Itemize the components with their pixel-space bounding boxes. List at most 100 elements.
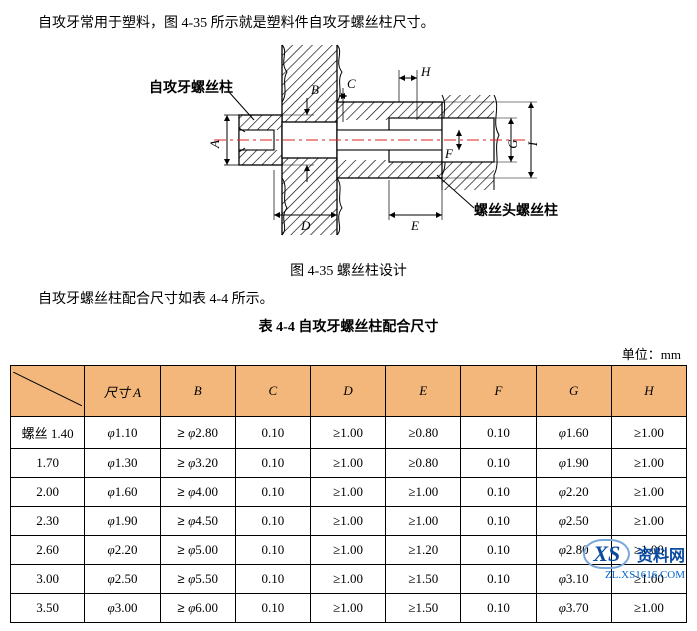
table-cell: ≥ φ3.20 xyxy=(160,449,235,478)
table-cell: 0.10 xyxy=(235,449,310,478)
table-row: 2.60φ2.20≥ φ5.000.10≥1.00≥1.200.10φ2.80≥… xyxy=(11,536,687,565)
table-cell: ≥1.50 xyxy=(386,565,461,594)
table-cell: ≥ φ5.00 xyxy=(160,536,235,565)
intro-paragraph: 自攻牙常用于塑料，图 4-35 所示就是塑料件自攻牙螺丝柱尺寸。 xyxy=(10,12,687,32)
diagonal-icon xyxy=(13,372,82,406)
th-B: B xyxy=(160,366,235,417)
table-cell: 0.10 xyxy=(235,594,310,623)
header-corner xyxy=(11,366,85,417)
table-cell: ≥ φ4.50 xyxy=(160,507,235,536)
table-cell: 0.10 xyxy=(461,594,536,623)
table-row: 3.00φ2.50≥ φ5.500.10≥1.00≥1.500.10φ3.10≥… xyxy=(11,565,687,594)
table-cell: φ1.10 xyxy=(85,417,160,449)
table-cell: φ1.90 xyxy=(536,449,611,478)
table-cell: 0.10 xyxy=(235,478,310,507)
table-cell: ≥1.00 xyxy=(310,565,385,594)
para-table-ref: 自攻牙螺丝柱配合尺寸如表 4-4 所示。 xyxy=(10,288,687,308)
table-cell: 0.10 xyxy=(461,417,536,449)
th-C: C xyxy=(235,366,310,417)
dim-label-A: A xyxy=(207,140,222,149)
dim-label-D: D xyxy=(300,218,311,233)
table-cell: 0.10 xyxy=(461,478,536,507)
table-row: 3.50φ3.00≥ φ6.000.10≥1.00≥1.500.10φ3.70≥… xyxy=(11,594,687,623)
table-row: 1.70φ1.30≥ φ3.200.10≥1.00≥0.800.10φ1.90≥… xyxy=(11,449,687,478)
row-label: 2.30 xyxy=(11,507,85,536)
th-G: G xyxy=(536,366,611,417)
dim-label-H: H xyxy=(420,64,431,79)
label-right-boss: 螺丝头螺丝柱 xyxy=(474,202,558,219)
table-cell: ≥ φ2.80 xyxy=(160,417,235,449)
table-cell: ≥1.00 xyxy=(611,594,686,623)
row-label: 螺丝 1.40 xyxy=(11,417,85,449)
unit-label: 单位：mm xyxy=(10,344,681,363)
table-cell: 0.10 xyxy=(235,507,310,536)
table-cell: φ1.30 xyxy=(85,449,160,478)
table-cell: ≥1.20 xyxy=(386,536,461,565)
table-cell: φ2.80 xyxy=(536,536,611,565)
table-cell: ≥ φ4.00 xyxy=(160,478,235,507)
table-cell: ≥1.00 xyxy=(310,507,385,536)
figure-caption: 图 4-35 螺丝柱设计 xyxy=(10,260,687,280)
table-cell: φ1.60 xyxy=(85,478,160,507)
table-cell: ≥1.00 xyxy=(611,478,686,507)
table-cell: ≥1.00 xyxy=(310,417,385,449)
table-cell: ≥1.00 xyxy=(310,478,385,507)
table-cell: ≥1.00 xyxy=(386,478,461,507)
dimension-table: 尺寸 A B C D E F G H 螺丝 1.40φ1.10≥ φ2.800.… xyxy=(10,365,687,623)
table-cell: φ2.20 xyxy=(536,478,611,507)
table-cell: ≥1.00 xyxy=(611,449,686,478)
dim-label-B: B xyxy=(311,82,319,97)
row-label: 1.70 xyxy=(11,449,85,478)
table-cell: ≥1.00 xyxy=(310,536,385,565)
table-cell: ≥1.00 xyxy=(386,507,461,536)
table-cell: ≥ φ6.00 xyxy=(160,594,235,623)
label-left-boss: 自攻牙螺丝柱 xyxy=(149,79,233,96)
table-cell: ≥1.50 xyxy=(386,594,461,623)
table-cell: φ3.70 xyxy=(536,594,611,623)
table-cell: 0.10 xyxy=(235,536,310,565)
table-cell: ≥1.00 xyxy=(310,449,385,478)
th-A: 尺寸 A xyxy=(85,366,160,417)
table-cell: φ3.00 xyxy=(85,594,160,623)
th-E: E xyxy=(386,366,461,417)
table-cell: ≥0.80 xyxy=(386,417,461,449)
table-cell: φ2.50 xyxy=(85,565,160,594)
table-cell: ≥1.00 xyxy=(611,507,686,536)
dim-label-C: C xyxy=(347,76,356,91)
table-cell: ≥ φ5.50 xyxy=(160,565,235,594)
table-header-row: 尺寸 A B C D E F G H xyxy=(11,366,687,417)
table-cell: 0.10 xyxy=(461,536,536,565)
table-cell: 0.10 xyxy=(461,565,536,594)
table-cell: φ1.60 xyxy=(536,417,611,449)
table-cell: 0.10 xyxy=(461,449,536,478)
th-D: D xyxy=(310,366,385,417)
table-cell: ≥1.00 xyxy=(611,417,686,449)
table-cell: ≥1.00 xyxy=(310,594,385,623)
row-label: 3.50 xyxy=(11,594,85,623)
table-cell: 0.10 xyxy=(461,507,536,536)
row-label: 3.00 xyxy=(11,565,85,594)
table-cell: 0.10 xyxy=(235,565,310,594)
table-cell: φ2.50 xyxy=(536,507,611,536)
table-cell: φ2.20 xyxy=(85,536,160,565)
th-F: F xyxy=(461,366,536,417)
table-caption: 表 4-4 自攻牙螺丝柱配合尺寸 xyxy=(10,316,687,336)
table-cell: φ1.90 xyxy=(85,507,160,536)
table-row: 螺丝 1.40φ1.10≥ φ2.800.10≥1.00≥0.800.10φ1.… xyxy=(11,417,687,449)
table-cell: ≥0.80 xyxy=(386,449,461,478)
row-label: 2.60 xyxy=(11,536,85,565)
dim-label-I: I xyxy=(525,141,540,147)
boss-diagram-svg: A B C H D E F G xyxy=(119,40,579,245)
th-H: H xyxy=(611,366,686,417)
figure-4-35: A B C H D E F G xyxy=(10,40,687,250)
table-cell: 0.10 xyxy=(235,417,310,449)
dim-label-G: G xyxy=(505,139,520,149)
table-cell: φ3.10 xyxy=(536,565,611,594)
dim-label-E: E xyxy=(410,218,419,233)
table-cell: ≥1.00 xyxy=(611,565,686,594)
row-label: 2.00 xyxy=(11,478,85,507)
dim-label-F: F xyxy=(444,146,454,161)
table-row: 2.00φ1.60≥ φ4.000.10≥1.00≥1.000.10φ2.20≥… xyxy=(11,478,687,507)
table-row: 2.30φ1.90≥ φ4.500.10≥1.00≥1.000.10φ2.50≥… xyxy=(11,507,687,536)
table-cell: ≥1.00 xyxy=(611,536,686,565)
